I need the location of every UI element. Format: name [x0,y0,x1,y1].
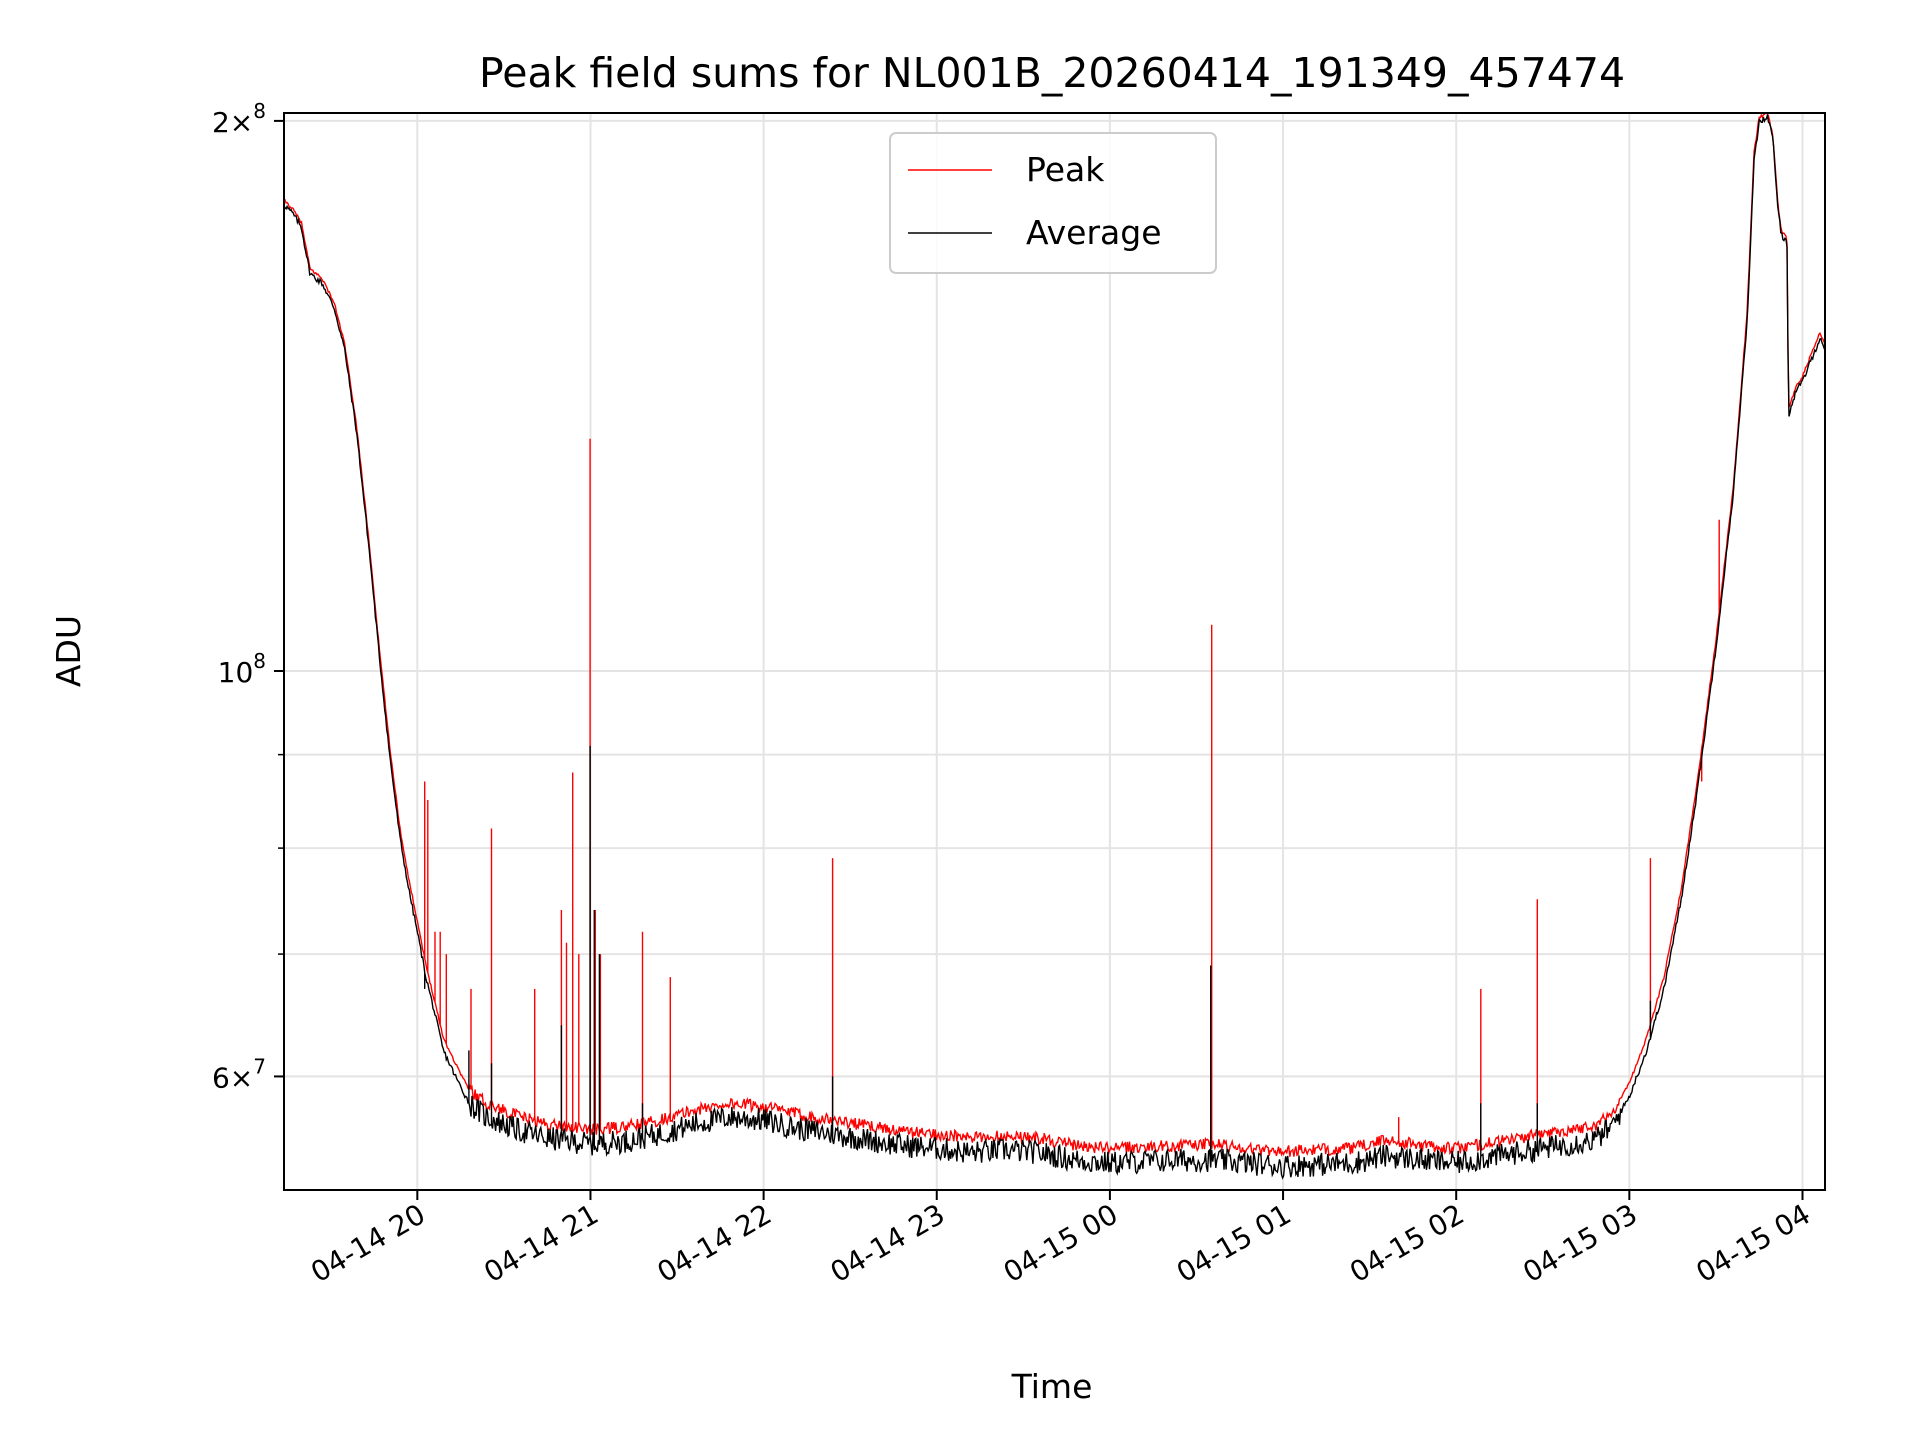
y-axis-label: ADU [49,615,88,687]
legend-average-label: Average [1026,213,1162,252]
y-tick-label: 2×8 [212,99,266,139]
x-axis-label: Time [1011,1367,1093,1406]
y-tick-mantissa: 6× [212,1061,253,1094]
legend-peak-label: Peak [1026,150,1105,189]
plot-frame [283,112,1826,1191]
y-tick-exponent: 8 [253,649,266,673]
legend: Peak Average [889,132,1217,274]
legend-box [889,132,1217,274]
series-layer [284,113,1825,1180]
y-tick-label: 6×7 [212,1054,266,1094]
grid-lines [284,113,1825,1190]
peak-series-line [284,113,1825,1157]
y-tick-mantissa: 10 [218,656,254,689]
y-tick-exponent: 7 [253,1054,266,1078]
y-tick-mantissa: 2× [212,106,253,139]
chart-title: Peak field sums for NL001B_20260414_1913… [479,49,1625,97]
y-tick-label: 108 [218,649,266,689]
y-tick-exponent: 8 [253,99,266,123]
average-series-line [284,114,1825,1180]
